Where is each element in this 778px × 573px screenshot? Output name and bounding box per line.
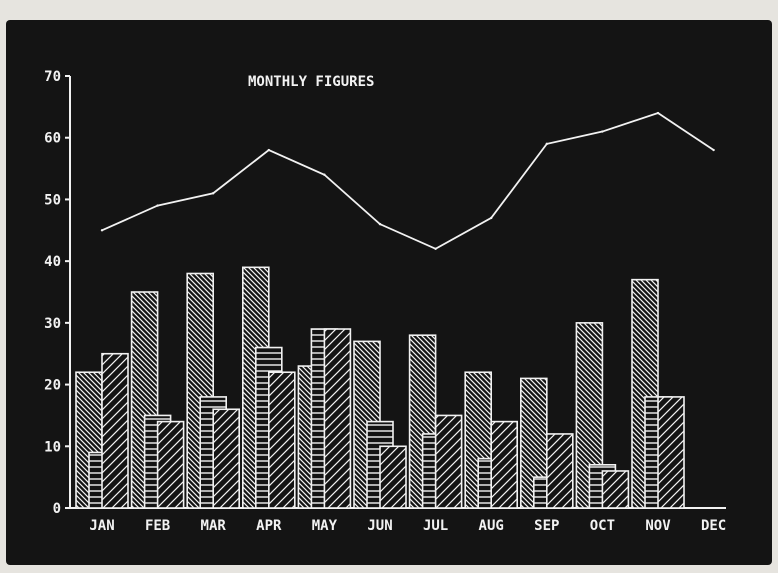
line-point-apr (267, 148, 270, 152)
bar-mar-diagonal-right (212, 408, 240, 509)
x-tick-label: DEC (701, 518, 726, 534)
bar-jul-diagonal-right (434, 414, 463, 509)
line-point-feb (156, 204, 159, 207)
bar-apr-diagonal-right (267, 371, 296, 509)
chart-title: MONTHLY FIGURES (248, 74, 374, 90)
x-tick-label: SEP (534, 518, 559, 534)
line-point-oct (601, 130, 604, 133)
x-tick-label: MAR (201, 518, 227, 534)
line-layer (100, 111, 715, 250)
y-tick-label: 0 (53, 501, 61, 517)
y-tick-label: 40 (44, 254, 61, 270)
y-tick-label: 70 (44, 69, 61, 85)
line-point-aug (490, 216, 493, 220)
x-tick-label: JAN (89, 518, 114, 534)
axes: 0 10 20 30 40 50 60 70 JAN FEB MAR APR MAY JUN JUL AUG S… (44, 69, 726, 534)
x-tick-label: MAY (312, 518, 338, 534)
line-point-dec (712, 148, 715, 152)
y-tick-label: 50 (44, 192, 61, 208)
monthly-line-series (101, 112, 715, 250)
y-tick-label: 20 (44, 378, 61, 394)
line-point-may (323, 173, 326, 176)
line-point-jul (434, 247, 437, 250)
line-point-sep (545, 142, 548, 146)
line-point-jun (378, 222, 382, 226)
bar-feb-diagonal-right (156, 420, 185, 509)
y-tick-label: 60 (44, 131, 61, 147)
x-tick-label: NOV (645, 518, 671, 534)
monthly-figures-chart: MONTHLY FIGURES 0 10 20 30 40 50 60 70 JAN FEB MAR… (44, 69, 726, 534)
x-tick-label: JUN (367, 518, 392, 534)
x-tick-label: JUL (423, 518, 448, 534)
line-point-mar (212, 192, 215, 195)
x-tick-label: FEB (145, 518, 170, 534)
y-tick-label: 30 (44, 316, 61, 332)
bar-jun-diagonal-right (379, 445, 407, 509)
line-point-nov (656, 111, 660, 115)
bar-sep-diagonal-right (545, 433, 574, 509)
bar-oct-diagonal-right (601, 470, 630, 509)
bar-nov-diagonal-right (657, 396, 685, 509)
x-tick-label: APR (256, 518, 282, 534)
x-tick-label: OCT (590, 518, 615, 534)
chart-screen: MONTHLY FIGURES 0 10 20 30 40 50 60 70 JAN FEB MAR… (6, 20, 772, 565)
bar-may-diagonal-right (323, 328, 352, 509)
line-point-jan (100, 229, 104, 232)
bars (75, 266, 685, 509)
bar-jan-diagonal-right (101, 352, 129, 509)
y-tick-label: 10 (44, 439, 61, 455)
bar-aug-diagonal-right (490, 420, 519, 509)
x-tick-label: AUG (479, 518, 504, 534)
